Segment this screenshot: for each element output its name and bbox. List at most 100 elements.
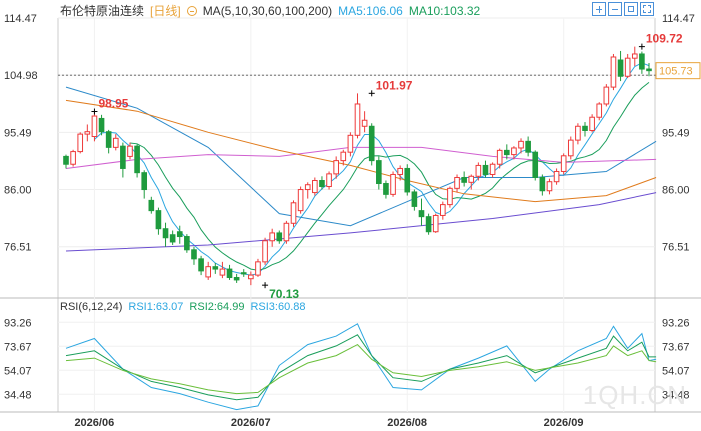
x-tick-label: 2026/07 <box>231 417 271 429</box>
settings-gear-icon[interactable] <box>186 5 197 16</box>
price-tick-left: 114.47 <box>4 13 37 25</box>
candle-up <box>91 115 98 138</box>
candle-up <box>333 160 339 175</box>
candle-down <box>162 228 169 239</box>
fullscreen-icon[interactable] <box>640 2 654 16</box>
candle-down <box>539 176 546 192</box>
rsi-tick-left: 54.07 <box>4 365 32 377</box>
candle-up <box>77 133 84 153</box>
candle-down <box>276 232 283 242</box>
candle-up <box>255 261 261 276</box>
candle-down <box>646 68 652 72</box>
candle-up <box>553 170 560 183</box>
candle-up <box>112 137 119 148</box>
candle-up <box>219 268 226 276</box>
candle-down <box>148 199 155 212</box>
rsi-tick-right: 34.48 <box>662 389 690 401</box>
candle-down <box>134 145 140 174</box>
candle-up <box>518 140 524 149</box>
candle-up <box>354 103 361 136</box>
candle-up <box>361 119 368 127</box>
ma-params-label: MA(5,10,30,60,100,200) <box>202 3 333 18</box>
candle-down <box>582 125 588 131</box>
price-tick-left: 95.49 <box>4 127 32 139</box>
rsi-tick-left: 73.67 <box>4 341 32 353</box>
price-tick-right: 114.47 <box>662 13 695 25</box>
price-tick-right: 86.00 <box>662 185 690 197</box>
candle-down <box>169 234 176 243</box>
rsi3-value: RSI3:60.88 <box>250 301 306 313</box>
candle-down <box>368 125 375 162</box>
ma-line-ma10 <box>129 82 650 271</box>
candle-up <box>432 214 439 233</box>
ma-line-ma30 <box>65 86 657 227</box>
candle-up <box>262 240 268 263</box>
candle-up <box>340 151 347 162</box>
extreme-label: 98.95 <box>98 97 128 111</box>
zoom-out-icon[interactable] <box>608 2 622 16</box>
candle-down <box>176 231 183 238</box>
price-tick-left: 104.98 <box>4 70 38 82</box>
candle-up <box>624 57 631 77</box>
candle-up <box>84 131 91 135</box>
candle-up <box>390 173 396 195</box>
last-price-label: 105.73 <box>659 66 693 78</box>
last-price-tag <box>655 62 701 80</box>
candle-up <box>312 180 318 194</box>
candle-up <box>290 202 297 224</box>
candle-down <box>503 149 510 156</box>
watermark: 1QH.CN <box>582 380 687 410</box>
rsi1-value: RSI1:63.07 <box>128 301 184 313</box>
candle-up <box>603 86 610 105</box>
extreme-label: 101.97 <box>376 78 413 92</box>
candle-down <box>63 155 69 165</box>
candle-up <box>70 151 76 165</box>
ma-line-ma60 <box>65 146 657 169</box>
candle-down <box>639 53 645 70</box>
candle-up <box>297 189 304 212</box>
candle-up <box>454 176 460 189</box>
rsi-tick-left: 34.48 <box>4 389 32 401</box>
rsi-line-rsi2 <box>65 334 657 401</box>
candle-down <box>240 272 247 275</box>
candle-down <box>461 176 467 183</box>
candle-up <box>589 116 595 131</box>
candle-up <box>326 173 332 188</box>
candle-up <box>468 175 475 183</box>
candle-up <box>567 139 574 157</box>
period-label[interactable]: [日线] <box>150 4 181 18</box>
candle-up <box>575 125 581 141</box>
rsi-tick-right: 93.26 <box>662 317 690 329</box>
x-tick-label: 2026/08 <box>387 417 427 429</box>
price-tick-left: 76.51 <box>4 242 32 254</box>
candle-down <box>404 167 411 193</box>
candle-down <box>532 151 539 178</box>
candle-up <box>397 167 403 175</box>
candle-down <box>525 140 531 153</box>
candle-up <box>560 155 567 172</box>
rsi2-value: RSI2:64.99 <box>189 301 245 313</box>
instrument-title: 布伦特原油连续 <box>60 4 145 18</box>
candle-up <box>596 103 603 118</box>
candle-down <box>226 268 233 279</box>
rsi-tick-right: 54.07 <box>662 365 690 377</box>
candle-up <box>496 149 503 165</box>
price-tick-right: 76.51 <box>662 242 690 254</box>
expand-icon[interactable] <box>624 2 638 16</box>
zoom-in-icon[interactable] <box>592 2 606 16</box>
extreme-label: 70.13 <box>269 287 299 301</box>
candle-up <box>347 134 354 153</box>
rsi-line-rsi3 <box>65 343 657 395</box>
rsi-params-label: RSI(6,12,24) <box>60 301 123 313</box>
chart-legend: 布伦特原油连续 [日线] MA(5,10,30,60,100,200) MA5:… <box>60 2 480 19</box>
candle-down <box>617 59 624 77</box>
ma-line-ma200 <box>65 192 657 252</box>
candle-down <box>233 277 240 281</box>
candle-up <box>205 266 212 278</box>
x-tick-label: 2026/09 <box>544 417 584 429</box>
candle-up <box>440 204 446 216</box>
candle-down <box>411 191 418 207</box>
price-tick-right: 95.49 <box>662 127 690 139</box>
price-tick-left: 86.00 <box>4 185 32 197</box>
